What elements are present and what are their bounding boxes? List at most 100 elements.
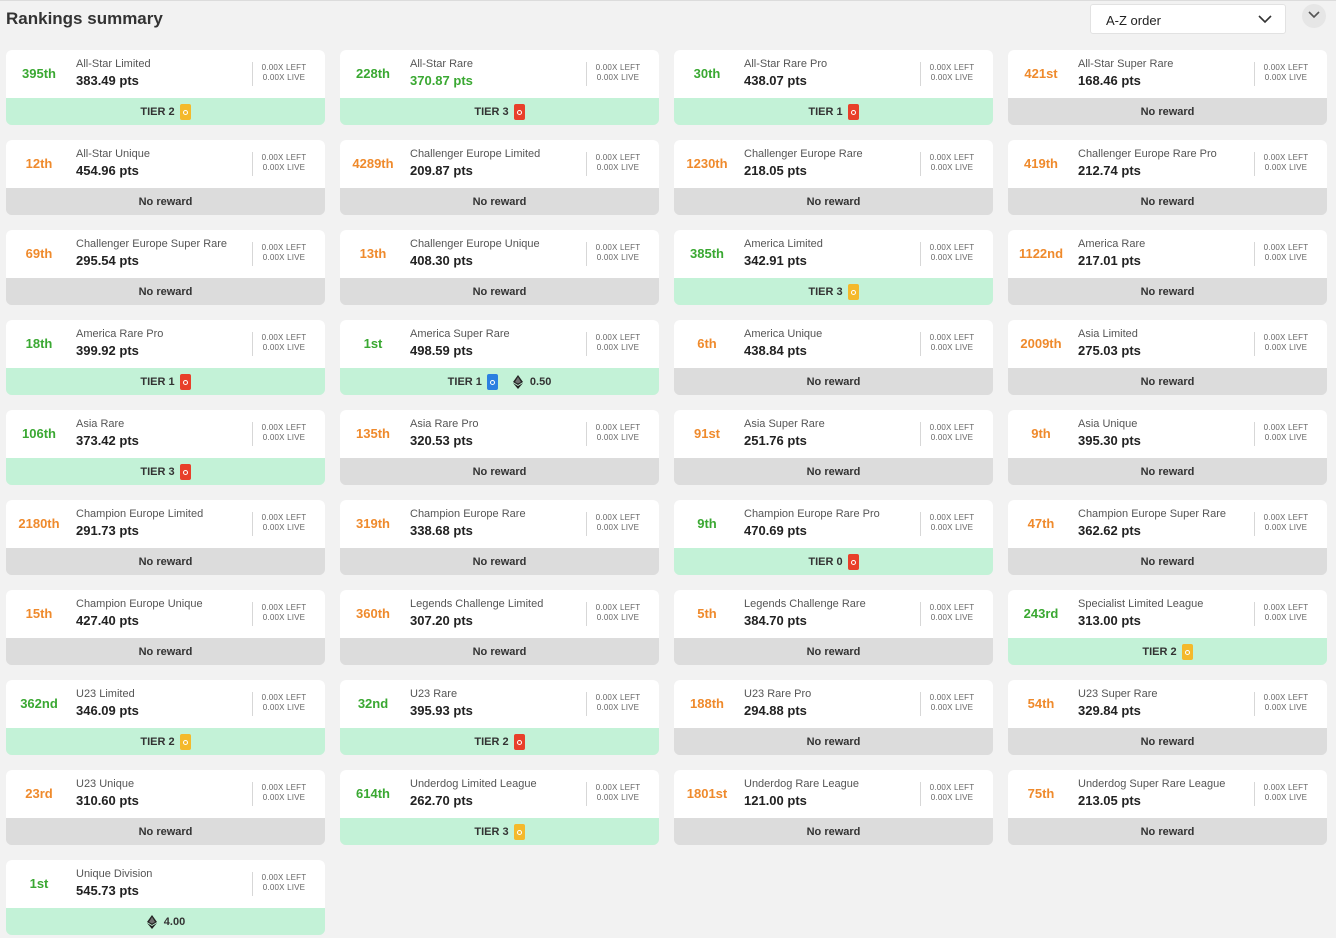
limited-card-icon [513,823,525,840]
ranking-card[interactable]: 91st Asia Super Rare 251.76 pts 0.00X LEFT 0… [674,410,993,485]
no-reward-bar: No reward [674,188,993,215]
card-header: 360th Legends Challenge Limited 307.20 pts… [340,590,659,638]
ranking-card[interactable]: 4289th Challenger Europe Limited 209.87 pt… [340,140,659,215]
ranking-card[interactable]: 2009th Asia Limited 275.03 pts 0.00X LEFT 0.… [1008,320,1327,395]
ranking-card[interactable]: 30th All-Star Rare Pro 438.07 pts 0.00X LEF… [674,50,993,125]
ranking-card[interactable]: 135th Asia Rare Pro 320.53 pts 0.00X LEFT 0.… [340,410,659,485]
tier-label: TIER 0 [808,555,843,568]
reward-bar: TIER 3 [340,98,659,125]
ranking-card[interactable]: 6th America Unique 438.84 pts 0.00X LEFT 0.0… [674,320,993,395]
ranking-card[interactable]: 9th Champion Europe Rare Pro 470.69 pts 0.0… [674,500,993,575]
ranking-card[interactable]: 395th All-Star Limited 383.49 pts 0.00X LEF… [6,50,325,125]
ranking-card[interactable]: 18th America Rare Pro 399.92 pts 0.00X LEFT… [6,320,325,395]
ranking-card[interactable]: 319th Champion Europe Rare 338.68 pts 0.00X… [340,500,659,575]
ranking-card[interactable]: 1801st Underdog Rare League 121.00 pts 0.00… [674,770,993,845]
card-header: 54th U23 Super Rare 329.84 pts 0.00X LEFT 0.… [1008,680,1327,728]
multiplier-left: 0.00X LEFT [261,603,307,612]
multiplier-live: 0.00X LIVE [930,433,974,442]
no-reward-bar: No reward [1008,818,1327,845]
no-reward-label: No reward [1140,285,1195,298]
rank-label: 106th [22,426,56,441]
divider [586,332,587,356]
ranking-card[interactable]: 421st All-Star Super Rare 168.46 pts 0.00X … [1008,50,1327,125]
sort-order-select[interactable]: A-Z order [1090,4,1286,34]
tier-label: TIER 2 [140,735,175,748]
ranking-card[interactable]: 9th Asia Unique 395.30 pts 0.00X LEFT 0.00X … [1008,410,1327,485]
competition-name: Champion Europe Unique [76,598,203,610]
ranking-card[interactable]: 23rd U23 Unique 310.60 pts 0.00X LEFT 0.00X … [6,770,325,845]
divider [1254,692,1255,716]
ranking-card[interactable]: 614th Underdog Limited League 262.70 pts 0.… [340,770,659,845]
divider [1254,782,1255,806]
ranking-card[interactable]: 32nd U23 Rare 395.93 pts 0.00X LEFT 0.00X LI… [340,680,659,755]
ranking-card[interactable]: 47th Champion Europe Super Rare 362.62 pts… [1008,500,1327,575]
ranking-card[interactable]: 1230th Challenger Europe Rare 218.05 pts 0.… [674,140,993,215]
card-header: 9th Asia Unique 395.30 pts 0.00X LEFT 0.00X … [1008,410,1327,458]
multiplier-live: 0.00X LIVE [262,703,306,712]
multiplier-live: 0.00X LIVE [596,523,640,532]
competition-name: U23 Rare Pro [744,688,812,700]
ranking-card[interactable]: 106th Asia Rare 373.42 pts 0.00X LEFT 0.00X … [6,410,325,485]
ranking-card[interactable]: 385th America Limited 342.91 pts 0.00X LEFT… [674,230,993,305]
multiplier-live: 0.00X LIVE [596,253,640,262]
divider [1254,512,1255,536]
multiplier-live: 0.00X LIVE [596,343,640,352]
rare-card-icon [847,103,859,120]
ranking-card[interactable]: 69th Challenger Europe Super Rare 295.54 p… [6,230,325,305]
ranking-card[interactable]: 243rd Specialist Limited League 313.00 pts… [1008,590,1327,665]
multiplier-live: 0.00X LIVE [596,613,640,622]
card-header: 319th Champion Europe Rare 338.68 pts 0.00X… [340,500,659,548]
ranking-card[interactable]: 360th Legends Challenge Limited 307.20 pts… [340,590,659,665]
card-header: 1801st Underdog Rare League 121.00 pts 0.00… [674,770,993,818]
ranking-card[interactable]: 75th Underdog Super Rare League 213.05 pts… [1008,770,1327,845]
ranking-card[interactable]: 362nd U23 Limited 346.09 pts 0.00X LEFT 0.00… [6,680,325,755]
no-reward-bar: No reward [674,638,993,665]
multiplier-live: 0.00X LIVE [1264,613,1308,622]
ranking-card[interactable]: 1st Unique Division 545.73 pts 0.00X LEFT 0.… [6,860,325,935]
ranking-card[interactable]: 12th All-Star Unique 454.96 pts 0.00X LEFT 0… [6,140,325,215]
multiplier-left: 0.00X LEFT [261,333,307,342]
card-header: 6th America Unique 438.84 pts 0.00X LEFT 0.0… [674,320,993,368]
ranking-card[interactable]: 15th Champion Europe Unique 427.40 pts 0.00… [6,590,325,665]
ranking-card[interactable]: 1st America Super Rare 498.59 pts 0.00X LEF… [340,320,659,395]
competition-name: Asia Unique [1078,418,1138,430]
multiplier-left: 0.00X LEFT [1263,603,1309,612]
ranking-card[interactable]: 188th U23 Rare Pro 294.88 pts 0.00X LEFT 0.0… [674,680,993,755]
multiplier-live: 0.00X LIVE [930,793,974,802]
multiplier-live: 0.00X LIVE [1264,433,1308,442]
tier-label: TIER 3 [140,465,175,478]
no-reward-label: No reward [472,285,527,298]
rank-label: 9th [1031,426,1051,441]
multiplier-live: 0.00X LIVE [596,163,640,172]
ranking-card[interactable]: 1122nd America Rare 217.01 pts 0.00X LEFT 0.… [1008,230,1327,305]
ranking-card[interactable]: 2180th Champion Europe Limited 291.73 pts 0… [6,500,325,575]
multiplier-live: 0.00X LIVE [1264,163,1308,172]
multiplier-live: 0.00X LIVE [262,613,306,622]
card-header: 18th America Rare Pro 399.92 pts 0.00X LEFT… [6,320,325,368]
divider [1254,152,1255,176]
no-reward-bar: No reward [340,638,659,665]
points-value: 218.05 pts [744,163,807,178]
no-reward-bar: No reward [1008,98,1327,125]
ranking-card[interactable]: 419th Challenger Europe Rare Pro 212.74 pt… [1008,140,1327,215]
divider [1254,422,1255,446]
ranking-card[interactable]: 5th Legends Challenge Rare 384.70 pts 0.00X… [674,590,993,665]
multiplier-live: 0.00X LIVE [262,163,306,172]
collapse-button[interactable] [1302,4,1326,28]
ranking-card[interactable]: 13th Challenger Europe Unique 408.30 pts 0.… [340,230,659,305]
sort-order-value: A-Z order [1106,13,1161,28]
ranking-card[interactable]: 54th U23 Super Rare 329.84 pts 0.00X LEFT 0.… [1008,680,1327,755]
multiplier-live: 0.00X LIVE [930,613,974,622]
points-value: 168.46 pts [1078,73,1141,88]
ranking-card[interactable]: 228th All-Star Rare 370.87 pts 0.00X LEFT 0.… [340,50,659,125]
multiplier-left: 0.00X LEFT [595,423,641,432]
multiplier-left: 0.00X LEFT [261,243,307,252]
multiplier-live: 0.00X LIVE [930,703,974,712]
rank-label: 9th [697,516,717,531]
rank-label: 47th [1027,516,1055,531]
competition-name: U23 Unique [76,778,135,790]
no-reward-bar: No reward [674,818,993,845]
eth-reward-value: 0.50 [529,375,552,388]
divider [252,602,253,626]
card-header: 106th Asia Rare 373.42 pts 0.00X LEFT 0.00X … [6,410,325,458]
